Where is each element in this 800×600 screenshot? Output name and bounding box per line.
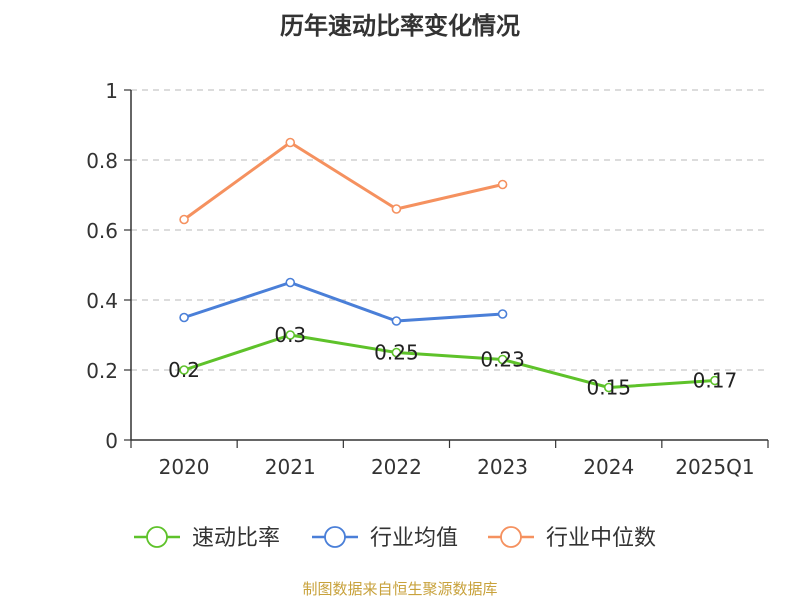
- chart-title: 历年速动比率变化情况: [280, 12, 520, 40]
- series-lines: [179, 137, 720, 393]
- x-tick-label: 2025Q1: [675, 455, 754, 479]
- data-point: [179, 312, 189, 323]
- data-point: [497, 354, 508, 365]
- data-point: [497, 179, 508, 190]
- data-point: [391, 347, 402, 358]
- data-label: 0.25: [374, 341, 419, 365]
- series-line: [183, 281, 503, 323]
- data-point: [285, 137, 296, 148]
- source-note: 制图数据来自恒生聚源数据库: [302, 580, 497, 598]
- x-tick-label: 2021: [265, 455, 316, 479]
- data-point: [497, 309, 508, 319]
- data-labels: 0.2 0.3 0.25 0.23 0.15 0.17: [168, 323, 737, 400]
- y-tick-label: 0.4: [86, 289, 118, 313]
- data-label: 0.3: [274, 323, 306, 347]
- legend-marker: [324, 526, 346, 548]
- x-tick-label: 2024: [583, 455, 634, 479]
- legend-label: 行业中位数: [546, 526, 656, 551]
- y-tick-label: 0.6: [86, 219, 118, 243]
- y-tick-label: 0.8: [86, 149, 118, 173]
- legend-marker: [500, 526, 522, 548]
- data-point: [391, 204, 402, 214]
- data-label: 0.2: [168, 358, 200, 382]
- series-line: [183, 141, 503, 221]
- data-label: 0.17: [693, 369, 738, 393]
- data-point: [179, 214, 189, 225]
- data-point: [285, 277, 296, 288]
- data-label: 0.15: [586, 376, 631, 400]
- y-tick-label: 1: [105, 79, 118, 103]
- data-point: [603, 382, 614, 393]
- axes: 0 0.2 0.4 0.6 0.8 1 2020 2021 2022 2023 2024 2025Q1: [86, 79, 769, 479]
- x-tick-label: 2020: [159, 455, 210, 479]
- data-point: [179, 365, 189, 375]
- series-line: [183, 333, 716, 389]
- x-tick-label: 2023: [477, 455, 528, 479]
- legend-label: 行业均值: [370, 526, 458, 551]
- legend: 速动比率 行业均值 行业中位数: [134, 526, 656, 551]
- data-label: 0.23: [480, 348, 525, 372]
- data-point: [710, 375, 720, 386]
- y-tick-label: 0: [105, 429, 118, 453]
- legend-marker: [146, 526, 168, 548]
- grid-lines: [131, 89, 768, 371]
- data-point: [391, 316, 402, 326]
- data-point: [285, 330, 296, 340]
- legend-label: 速动比率: [192, 526, 280, 551]
- x-tick-label: 2022: [371, 455, 422, 479]
- y-tick-label: 0.2: [86, 359, 118, 383]
